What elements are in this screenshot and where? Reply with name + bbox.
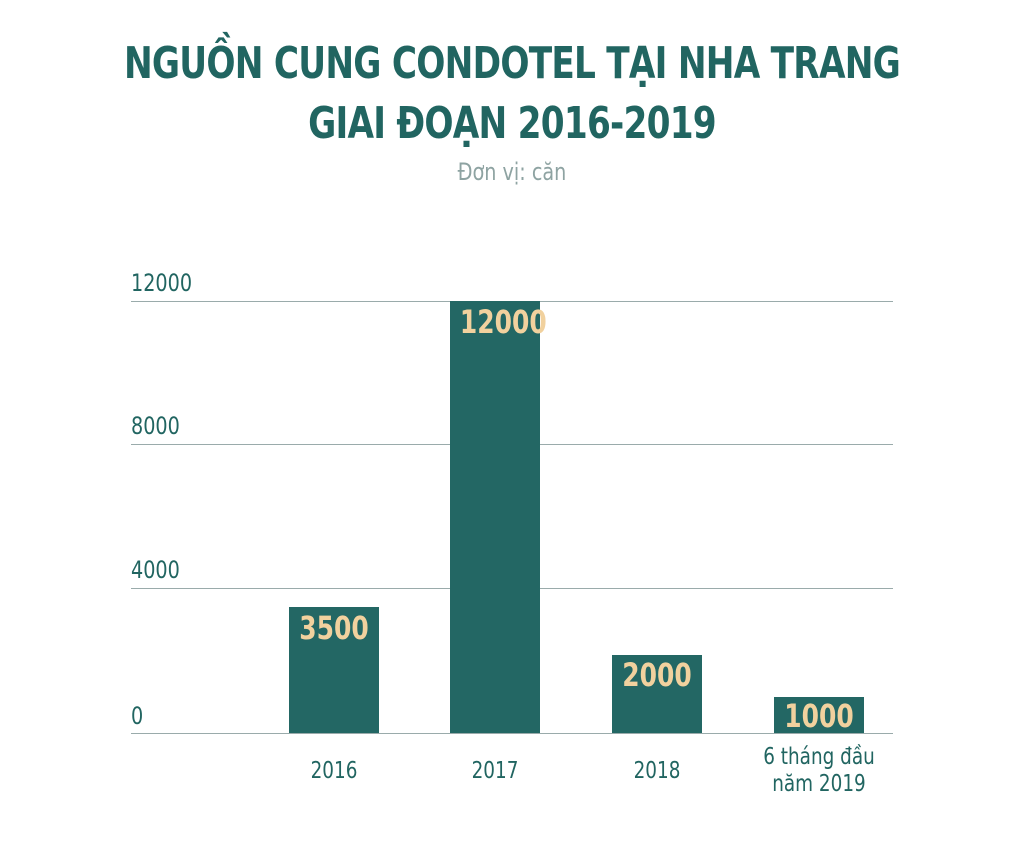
- y-tick-8000: 8000: [131, 412, 180, 440]
- y-tick-4000: 4000: [131, 556, 180, 584]
- y-tick-0: 0: [131, 702, 144, 730]
- x-tick-h1-2019-line1: 6 tháng đầu: [763, 744, 875, 770]
- bar-2016: [289, 607, 379, 733]
- y-tick-12000: 12000: [131, 269, 193, 297]
- x-tick-2017: 2017: [471, 758, 519, 784]
- bar-value-label-2016: 3500: [299, 609, 369, 647]
- bar-value-label-2017: 12000: [459, 303, 547, 341]
- x-tick-h1-2019-line2: năm 2019: [772, 771, 866, 797]
- x-tick-2016: 2016: [310, 758, 358, 784]
- bar-h1-2019: [774, 697, 864, 733]
- bar-2018: [612, 655, 702, 733]
- x-axis-baseline: [131, 733, 893, 734]
- bar-2017: [450, 301, 540, 733]
- chart-title-line2: GIAI ĐOẠN 2016-2019: [308, 98, 717, 149]
- x-tick-2018: 2018: [633, 758, 681, 784]
- chart-unit-subtitle: Đơn vị: căn: [457, 158, 567, 186]
- bar-value-label-h1-2019: 1000: [784, 697, 854, 735]
- chart-title-line1: NGUỒN CUNG CONDOTEL TẠI NHA TRANG: [123, 38, 901, 89]
- bar-value-label-2018: 2000: [622, 656, 692, 694]
